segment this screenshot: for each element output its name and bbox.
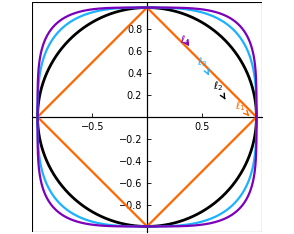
- Text: $\ell_4$: $\ell_4$: [180, 33, 191, 47]
- Text: $\ell_3$: $\ell_3$: [197, 55, 208, 75]
- Text: $\ell_1$: $\ell_1$: [235, 99, 248, 115]
- Text: $\ell_2$: $\ell_2$: [213, 80, 225, 99]
